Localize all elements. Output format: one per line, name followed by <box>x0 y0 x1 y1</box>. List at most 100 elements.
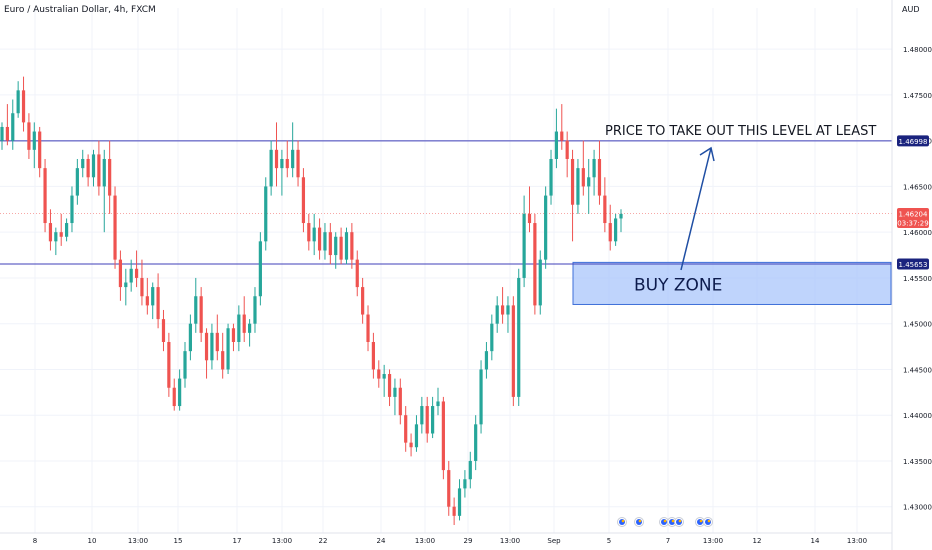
annotation-text: PRICE TO TAKE OUT THIS LEVEL AT LEAST <box>605 124 876 139</box>
candle <box>441 396 445 480</box>
candle <box>382 364 386 397</box>
candle-body <box>544 195 548 260</box>
candle-body <box>506 305 510 315</box>
event-marker-dot <box>619 519 625 525</box>
buy-zone-rect[interactable] <box>572 261 892 305</box>
candle-body <box>511 305 515 397</box>
candle <box>581 140 585 196</box>
candle-body <box>457 488 462 516</box>
candle-body <box>414 424 419 448</box>
event-marker-dot <box>636 519 642 525</box>
candle <box>97 140 101 196</box>
candle-body <box>495 305 499 324</box>
event-marker-flag <box>671 519 675 523</box>
candle <box>91 149 96 187</box>
currency-label: AUD <box>902 5 920 14</box>
candle-body <box>592 158 596 178</box>
event-marker-dot <box>705 519 711 525</box>
candle-body <box>70 195 74 224</box>
candle-body <box>178 378 182 407</box>
time-axis[interactable]: 8 10 13:00 15 17 13:00 22 24 13:00 29 13:00 Sep 5 7 13… <box>33 537 867 545</box>
candle-body <box>145 296 149 306</box>
candle-body <box>0 126 4 141</box>
candle <box>134 250 139 288</box>
arrow-shaft[interactable] <box>680 147 712 271</box>
candle-body <box>587 177 591 187</box>
time-tick-label: 24 <box>377 537 386 545</box>
candle-body <box>344 232 349 260</box>
candle-body <box>38 131 42 169</box>
event-marker-icon[interactable] <box>659 517 669 527</box>
candle <box>484 341 489 379</box>
candle <box>129 259 133 292</box>
event-marker-icon[interactable] <box>617 517 627 527</box>
candle-body <box>118 259 123 288</box>
event-marker-icon[interactable] <box>703 517 713 527</box>
candle-body <box>81 158 85 169</box>
event-marker-flag <box>621 519 625 523</box>
candle <box>140 259 144 306</box>
candle <box>291 122 295 178</box>
candle <box>156 273 160 329</box>
candle <box>387 369 392 407</box>
candle <box>597 140 602 205</box>
candle <box>48 209 53 251</box>
candle <box>474 415 478 471</box>
symbol-title[interactable]: Euro / Australian Dollar, 4h, FXCM <box>4 5 156 15</box>
candle <box>608 204 612 251</box>
candle-body <box>210 332 214 361</box>
candle <box>221 332 225 379</box>
event-marker-icon[interactable] <box>667 517 677 527</box>
event-marker-flag <box>638 519 642 523</box>
event-marker-dot <box>661 519 667 525</box>
candle <box>619 209 623 233</box>
candle-body <box>366 314 370 342</box>
time-tick-label: 7 <box>666 537 670 545</box>
candle-body <box>500 305 505 315</box>
event-marker-icon[interactable] <box>634 517 644 527</box>
candle <box>522 195 526 288</box>
candle <box>43 158 47 233</box>
candle-body <box>91 154 96 178</box>
candle-body <box>129 268 133 283</box>
candle <box>554 108 559 169</box>
candle <box>517 268 521 407</box>
price-tick-label: 1.46500 <box>903 183 932 191</box>
candle-body <box>522 213 526 278</box>
candle <box>253 287 257 333</box>
candle <box>38 126 42 178</box>
time-tick-label: 15 <box>174 537 183 545</box>
candle <box>431 396 435 439</box>
price-axis[interactable]: 1.480001.475001.470001.465001.460001.455… <box>903 46 932 512</box>
candle-body <box>323 232 327 251</box>
buy-zone-label: BUY ZONE <box>634 275 722 295</box>
candle-body <box>43 168 47 224</box>
candle-body <box>474 424 478 461</box>
candle-body <box>199 296 203 333</box>
candle-body <box>371 341 375 370</box>
candle <box>587 158 591 214</box>
candle <box>188 314 192 361</box>
price-tick-label: 1.43500 <box>903 458 932 466</box>
time-tick-label: 13:00 <box>847 537 867 545</box>
candle-body <box>194 296 198 324</box>
candle-body <box>258 241 262 297</box>
candle <box>420 396 424 434</box>
candle-body <box>361 287 365 315</box>
candle <box>54 227 58 256</box>
candle-body <box>54 232 58 242</box>
price-tick-label: 1.48000 <box>903 46 932 54</box>
candle <box>307 213 311 251</box>
candle-body <box>409 442 413 448</box>
candle-body <box>328 232 332 256</box>
candle <box>280 149 284 196</box>
candle-body <box>16 90 20 114</box>
candle <box>231 323 236 352</box>
candle-body <box>11 113 15 141</box>
candle <box>339 227 343 265</box>
candle <box>215 314 219 361</box>
event-marker-icon[interactable] <box>674 517 684 527</box>
candle <box>344 227 349 265</box>
candle <box>398 378 402 425</box>
